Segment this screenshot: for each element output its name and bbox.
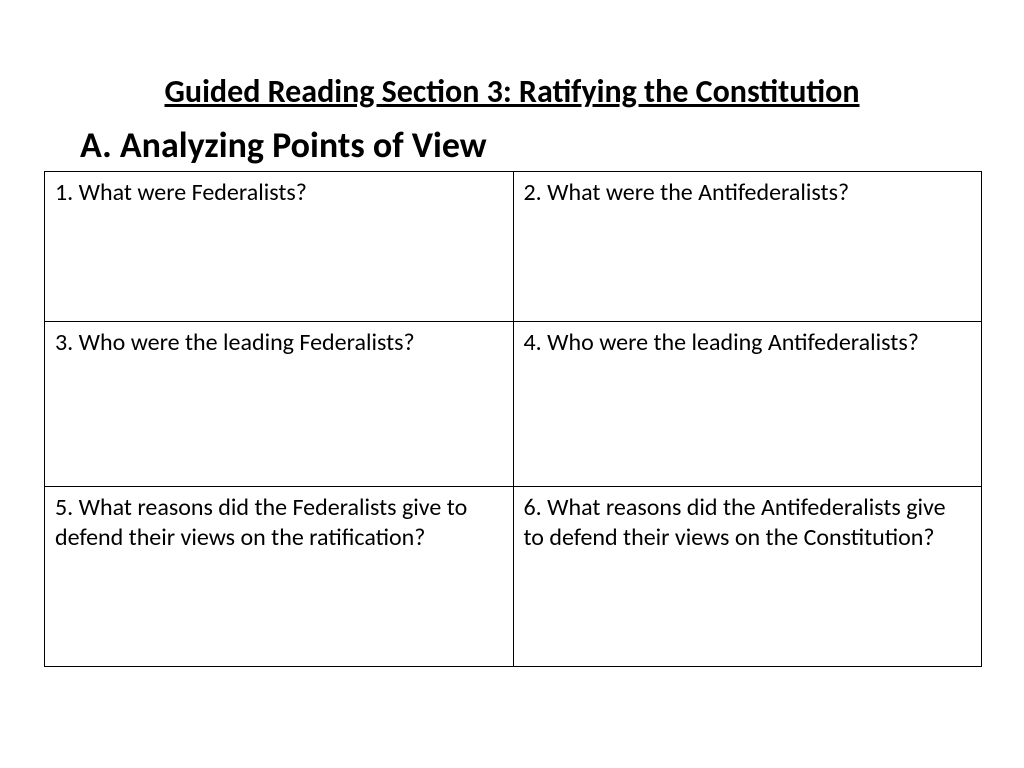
worksheet-table: 1. What were Federalists? 2. What were t…	[44, 171, 982, 667]
table-row: 3. Who were the leading Federalists? 4. …	[45, 322, 982, 487]
table-row: 1. What were Federalists? 2. What were t…	[45, 172, 982, 322]
table-row: 5. What reasons did the Federalists give…	[45, 487, 982, 667]
cell-q6: 6. What reasons did the Antifederalists …	[513, 487, 982, 667]
section-subtitle: A. Analyzing Points of View	[0, 123, 1024, 167]
cell-q4: 4. Who were the leading Antifederalists?	[513, 322, 982, 487]
page-title: Guided Reading Section 3: Ratifying the …	[0, 72, 1024, 111]
cell-q3: 3. Who were the leading Federalists?	[45, 322, 514, 487]
cell-q5: 5. What reasons did the Federalists give…	[45, 487, 514, 667]
cell-q2: 2. What were the Antifederalists?	[513, 172, 982, 322]
cell-q1: 1. What were Federalists?	[45, 172, 514, 322]
